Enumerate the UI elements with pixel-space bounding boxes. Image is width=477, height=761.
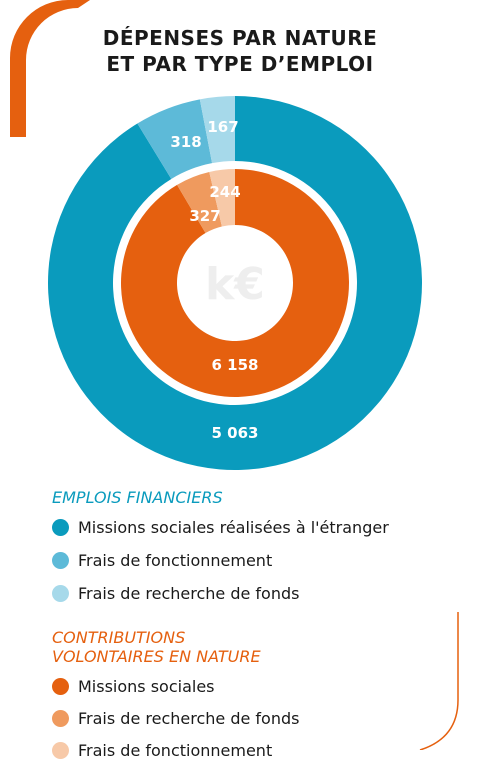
donut-chart: k€ 5 063 318 167 6 158 327 244 xyxy=(48,96,422,470)
legend-group2-title-line2: VOLONTAIRES EN NATURE xyxy=(52,647,261,666)
legend-swatch xyxy=(52,709,69,727)
legend-swatch xyxy=(52,551,69,569)
slice-missions-etranger xyxy=(48,96,422,470)
legend-group2-title-line1: CONTRIBUTIONS xyxy=(52,628,186,647)
legend-label: Missions sociales réalisées à l'étranger xyxy=(78,517,389,537)
legend-group1-title: EMPLOIS FINANCIERS xyxy=(52,488,223,507)
value-label-cvn-fonctionnement: 244 xyxy=(209,183,240,201)
legend-item-frais-recherche: Frais de recherche de fonds xyxy=(52,582,299,604)
value-label-frais-fonctionnement: 318 xyxy=(170,133,201,151)
inner-ring xyxy=(121,169,349,397)
outer-ring xyxy=(48,96,422,470)
legend-item-frais-fonctionnement: Frais de fonctionnement xyxy=(52,549,272,571)
legend-label: Frais de recherche de fonds xyxy=(78,583,300,603)
orange-corner-line xyxy=(419,612,459,750)
value-label-missions-sociales: 6 158 xyxy=(212,356,259,374)
chart-title-line2: ET PAR TYPE D’EMPLOI xyxy=(106,52,374,76)
value-label-missions-etranger: 5 063 xyxy=(212,424,259,442)
legend-label: Frais de recherche de fonds xyxy=(78,708,300,728)
legend-label: Frais de fonctionnement xyxy=(78,550,273,570)
slice-frais-fonctionnement xyxy=(137,99,213,179)
legend-item-cvn-fonctionnement: Frais de fonctionnement xyxy=(52,739,272,761)
orange-arc-decoration xyxy=(10,0,90,137)
legend-swatch xyxy=(52,677,69,695)
legend-label: Missions sociales xyxy=(78,676,215,696)
legend-label: Frais de fonctionnement xyxy=(78,740,273,760)
slice-cvn-recherche xyxy=(177,171,222,234)
legend-swatch xyxy=(52,584,69,602)
slice-frais-recherche xyxy=(199,96,235,164)
value-label-frais-recherche: 167 xyxy=(207,118,238,136)
slice-cvn-fonctionnement xyxy=(209,169,235,227)
legend-swatch xyxy=(52,518,69,536)
legend-swatch xyxy=(52,741,69,759)
slice-missions-sociales xyxy=(121,169,349,397)
legend-item-cvn-recherche: Frais de recherche de fonds xyxy=(52,707,299,729)
center-unit-label: k€ xyxy=(205,259,265,310)
value-label-cvn-recherche: 327 xyxy=(189,207,220,225)
legend-item-missions-sociales: Missions sociales xyxy=(52,675,215,697)
legend-item-missions-etranger: Missions sociales réalisées à l'étranger xyxy=(52,516,389,538)
chart-title-line1: DÉPENSES PAR NATURE xyxy=(102,26,378,50)
